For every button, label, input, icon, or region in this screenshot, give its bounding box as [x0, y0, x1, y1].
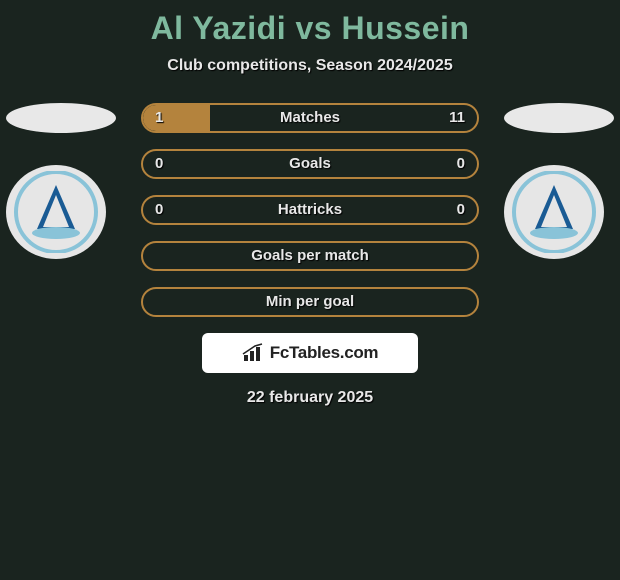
- page-subtitle: Club competitions, Season 2024/2025: [0, 57, 620, 75]
- stat-label: Hattricks: [143, 197, 477, 223]
- body-area: 1 Matches 11 0 Goals 0 0 Hattricks 0 Goa…: [0, 103, 620, 407]
- stat-row-hattricks: 0 Hattricks 0: [141, 195, 479, 225]
- stat-label: Min per goal: [143, 289, 477, 315]
- stat-row-matches: 1 Matches 11: [141, 103, 479, 133]
- page-title: Al Yazidi vs Hussein: [0, 0, 620, 47]
- stat-row-goals-per-match: Goals per match: [141, 241, 479, 271]
- stat-row-goals: 0 Goals 0: [141, 149, 479, 179]
- chart-icon: [242, 343, 266, 363]
- stat-label: Matches: [143, 105, 477, 131]
- stat-right-value: 0: [457, 197, 465, 223]
- club-badge-left: [6, 165, 106, 259]
- date-label: 22 february 2025: [0, 389, 620, 407]
- brand-text: FcTables.com: [270, 343, 379, 363]
- stat-label: Goals: [143, 151, 477, 177]
- player-oval-left: [6, 103, 116, 133]
- right-player-graphics: [504, 103, 614, 259]
- club-badge-right: [504, 165, 604, 259]
- club-crest-icon: [13, 171, 99, 253]
- stat-right-value: 0: [457, 151, 465, 177]
- brand-box: FcTables.com: [202, 333, 418, 373]
- left-player-graphics: [6, 103, 116, 259]
- stat-right-value: 11: [449, 105, 465, 131]
- stat-row-min-per-goal: Min per goal: [141, 287, 479, 317]
- player-oval-right: [504, 103, 614, 133]
- club-crest-icon: [511, 171, 597, 253]
- stat-label: Goals per match: [143, 243, 477, 269]
- stats-container: 1 Matches 11 0 Goals 0 0 Hattricks 0 Goa…: [141, 103, 479, 317]
